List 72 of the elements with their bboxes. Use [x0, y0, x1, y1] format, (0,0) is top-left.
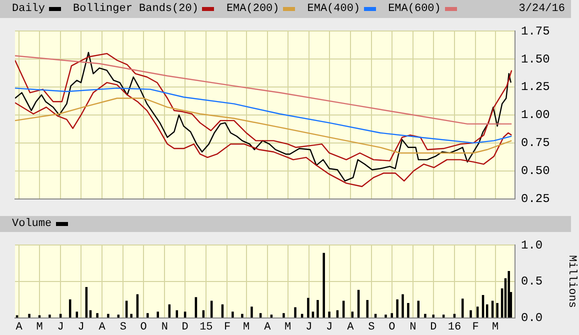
x-tick-label: F: [472, 321, 479, 334]
bar: [316, 300, 319, 318]
bar: [146, 313, 149, 318]
x-tick-label: M: [242, 321, 250, 334]
bar: [336, 310, 339, 318]
y-tick-label: 1.00: [521, 108, 550, 122]
legend-label: Volume: [12, 218, 52, 230]
legend-label: Bollinger Bands(20): [73, 3, 198, 15]
bar: [156, 312, 159, 318]
y-tick-label: 1.0: [521, 238, 543, 252]
x-tick-label: O: [140, 321, 148, 334]
x-tick-label: N: [410, 321, 416, 334]
y-tick-label: 1.25: [521, 80, 550, 94]
x-tick-label: M: [36, 321, 43, 334]
x-tick-label: D: [182, 321, 189, 334]
x-tick-label: D: [430, 321, 438, 334]
legend-label: Daily: [12, 3, 46, 15]
bar: [130, 314, 132, 318]
x-tick-label: 15: [200, 321, 213, 334]
bar: [202, 310, 205, 318]
bar: [307, 298, 310, 318]
y-tick-label: 1.50: [521, 52, 550, 66]
bar: [396, 299, 398, 318]
legend-label: EMA(600): [388, 3, 441, 15]
x-tick-label: A: [347, 321, 354, 334]
bar: [241, 314, 244, 318]
bar: [508, 271, 510, 318]
bar: [89, 310, 92, 318]
legend-label: EMA(200): [226, 3, 280, 15]
y-axis-title: Millions: [565, 255, 578, 308]
x-tick-label: S: [120, 321, 127, 334]
x-tick-label: A: [264, 321, 272, 334]
bar: [424, 314, 426, 318]
y-tick-label: 0.5: [521, 274, 543, 289]
x-tick-label: M: [492, 321, 499, 334]
bar: [390, 313, 393, 318]
x-tick-label: N: [161, 321, 168, 334]
bar: [384, 314, 387, 318]
bar: [470, 310, 472, 318]
bar: [407, 302, 410, 318]
bar: [402, 294, 404, 318]
y-tick-label: 0.0: [521, 310, 543, 325]
x-tick-label: J: [326, 321, 333, 334]
bar: [294, 307, 296, 318]
bar: [432, 314, 434, 318]
text: 3/24/16: [518, 3, 565, 15]
bar: [107, 314, 110, 318]
x-tick-label: F: [224, 321, 231, 334]
x-tick-label: 16: [448, 321, 462, 334]
legend-label: EMA(400): [307, 3, 360, 15]
y-tick-label: 1.75: [521, 24, 550, 38]
x-tick-label: J: [78, 321, 84, 334]
bar: [28, 314, 30, 318]
bar: [322, 252, 325, 318]
bar: [96, 313, 98, 318]
x-tick-label: M: [284, 321, 292, 334]
bar: [250, 306, 253, 318]
x-tick-label: J: [306, 321, 312, 334]
bar: [496, 302, 498, 318]
bar: [48, 314, 51, 318]
y-tick-label: 0.50: [521, 164, 550, 178]
bar: [282, 313, 285, 318]
x-tick-label: O: [388, 321, 396, 334]
bar: [328, 312, 330, 318]
x-tick-label: S: [368, 321, 376, 334]
y-tick-label: 0.75: [521, 136, 550, 150]
x-tick-label: A: [16, 321, 23, 334]
bar: [232, 312, 234, 318]
x-tick-label: A: [98, 321, 106, 334]
y-tick-label: 0.25: [521, 192, 550, 206]
bar: [176, 310, 178, 318]
x-tick-label: J: [57, 321, 64, 334]
